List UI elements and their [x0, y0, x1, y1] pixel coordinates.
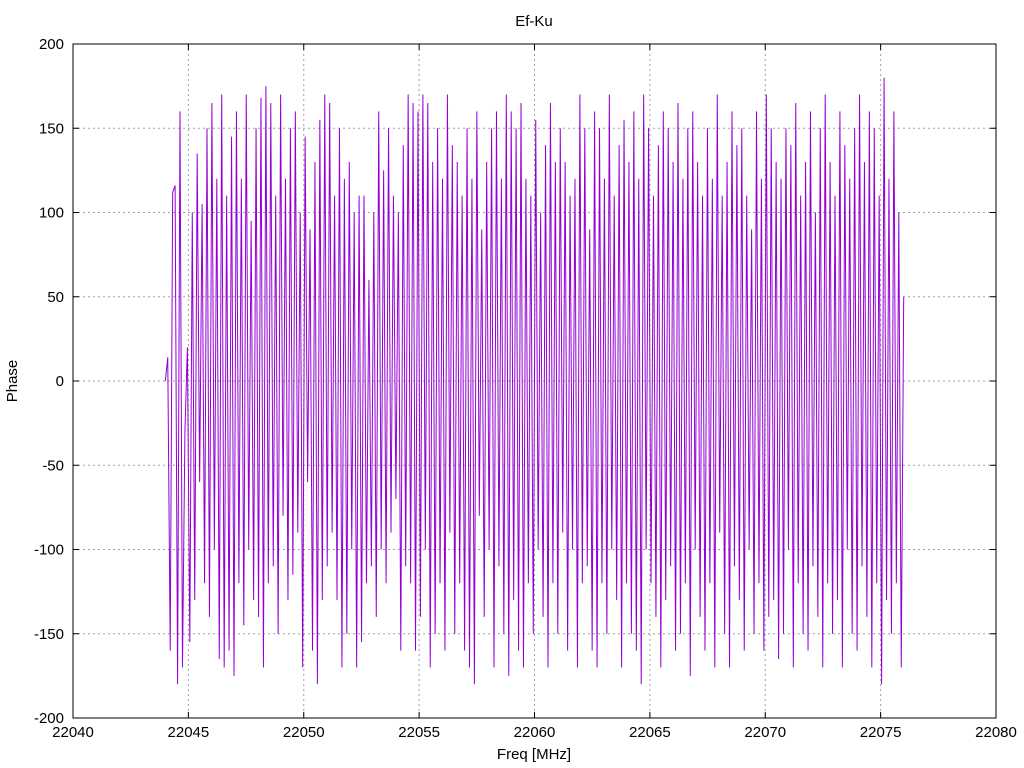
- x-axis-label: Freq [MHz]: [497, 746, 571, 763]
- y-tick-label: -200: [34, 710, 64, 727]
- axis-ticks: 22040 22045 22050 22055 22060 22065 22070 22075…: [34, 36, 1017, 741]
- x-tick-label: 22060: [514, 724, 556, 741]
- x-tick-label: 22075: [860, 724, 902, 741]
- chart-title: Ef-Ku: [515, 13, 553, 30]
- x-tick-label: 22065: [629, 724, 671, 741]
- y-tick-label: 150: [39, 120, 64, 137]
- y-tick-label: -50: [42, 457, 64, 474]
- x-tick-label: 22040: [52, 724, 94, 741]
- x-tick-label: 22070: [744, 724, 786, 741]
- x-tick-label: 22055: [398, 724, 440, 741]
- y-tick-label: -100: [34, 542, 64, 559]
- y-tick-label: 50: [47, 289, 64, 306]
- y-tick-label: 100: [39, 205, 64, 222]
- y-tick-label: 200: [39, 36, 64, 53]
- x-tick-label: 22080: [975, 724, 1017, 741]
- x-tick-label: 22045: [168, 724, 210, 741]
- y-tick-label: 0: [56, 373, 64, 390]
- plot-area: [164, 77, 905, 685]
- phase-series-line: [164, 77, 905, 685]
- y-tick-label: -150: [34, 626, 64, 643]
- x-tick-label: 22050: [283, 724, 325, 741]
- y-axis-label: Phase: [4, 360, 21, 403]
